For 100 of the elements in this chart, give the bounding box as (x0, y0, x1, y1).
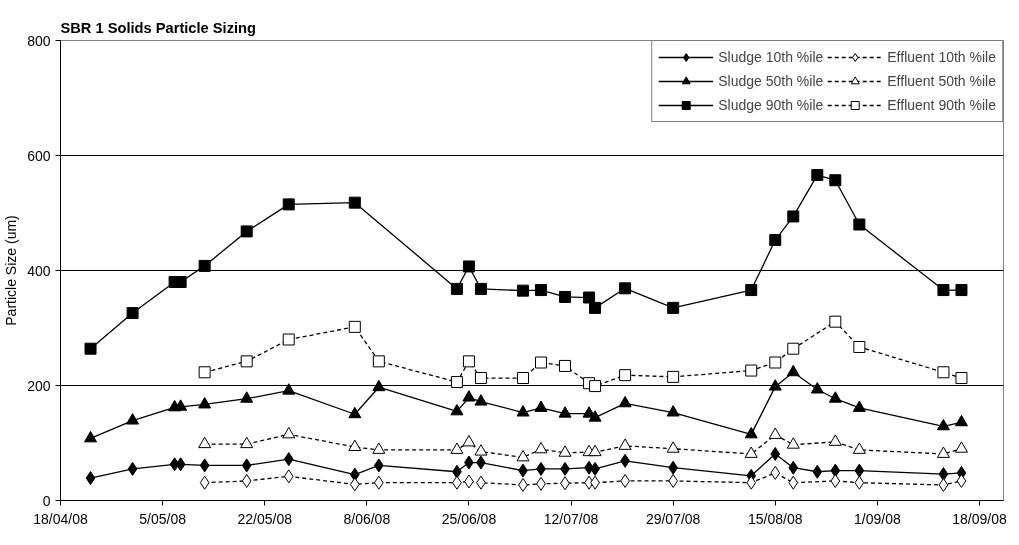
point (199, 458, 210, 473)
point (853, 340, 866, 353)
point (588, 444, 602, 457)
point (127, 461, 138, 476)
y-axis-title: Particle Size (um) (3, 215, 20, 326)
point (852, 400, 866, 412)
point (954, 441, 968, 453)
point (744, 446, 758, 458)
point (349, 477, 360, 492)
point (788, 475, 799, 490)
point (745, 284, 758, 297)
point (534, 400, 548, 412)
point (589, 380, 602, 393)
point (450, 376, 463, 389)
legend-label: Sludge 90th %ile (718, 97, 824, 113)
point (516, 449, 530, 462)
y-tick-label: 200 (27, 377, 51, 394)
point (348, 439, 362, 451)
point (198, 436, 212, 449)
point (619, 369, 632, 382)
x-tick-label: 5/05/08 (139, 510, 187, 527)
point (667, 301, 680, 314)
y-tick-label: 0 (42, 492, 51, 509)
point (462, 260, 475, 273)
legend-label: Effluent 90th %ile (887, 97, 996, 113)
point (853, 218, 866, 231)
point (667, 370, 680, 383)
point (786, 437, 800, 449)
point (768, 379, 782, 391)
point (618, 395, 632, 408)
point (852, 442, 866, 454)
point (348, 320, 361, 333)
point (770, 446, 781, 461)
point (787, 210, 800, 223)
point (745, 364, 758, 377)
point (830, 463, 841, 478)
point (937, 284, 950, 297)
y-tick-label: 800 (27, 32, 51, 49)
point (558, 406, 572, 418)
point (240, 391, 254, 403)
point (462, 390, 476, 402)
legend-label: Effluent 10th %ile (887, 49, 996, 65)
x-tick-label: 8/06/08 (343, 510, 391, 527)
point (828, 391, 842, 403)
x-tick-label: 18/04/08 (33, 510, 88, 527)
point (788, 460, 799, 475)
point (283, 469, 294, 484)
point (474, 444, 488, 456)
point (198, 366, 211, 379)
point (372, 355, 385, 368)
point (199, 475, 210, 490)
point (450, 282, 463, 295)
point (588, 410, 602, 422)
point (282, 426, 296, 439)
x-tick-label: 15/08/08 (748, 510, 803, 527)
point (282, 333, 295, 346)
point (786, 364, 800, 377)
point (936, 418, 950, 431)
point (282, 198, 295, 211)
point (810, 382, 824, 394)
point (283, 452, 294, 467)
x-tick-label: 12/07/08 (543, 510, 599, 527)
legend-label: Sludge 10th %ile (718, 49, 824, 65)
point (349, 467, 360, 482)
point (450, 442, 464, 454)
point (474, 282, 487, 295)
point (787, 342, 800, 355)
point (174, 399, 188, 411)
point (954, 414, 968, 427)
point (474, 372, 487, 385)
point (462, 435, 476, 447)
point (474, 394, 488, 406)
point (240, 436, 254, 449)
point (768, 427, 782, 439)
x-tick-label: 25/06/08 (441, 510, 497, 527)
point (770, 465, 781, 480)
point (241, 458, 252, 473)
chart-title: SBR 1 Solids Particle Sizing (60, 19, 256, 36)
x-tick-label: 22/05/08 (237, 510, 293, 527)
point (450, 403, 464, 416)
point (618, 438, 632, 450)
point (769, 234, 782, 247)
point (516, 405, 530, 417)
point (829, 174, 842, 187)
point (666, 441, 680, 453)
point (198, 259, 211, 272)
point (559, 359, 572, 372)
point (348, 196, 361, 209)
point (955, 284, 968, 297)
point (240, 355, 253, 368)
point (535, 356, 548, 369)
point (744, 426, 758, 439)
point (746, 475, 757, 490)
point (558, 445, 572, 457)
point (535, 284, 548, 297)
point (372, 442, 386, 454)
point (938, 477, 949, 492)
point (828, 434, 842, 446)
point (937, 366, 950, 379)
point (936, 446, 950, 458)
